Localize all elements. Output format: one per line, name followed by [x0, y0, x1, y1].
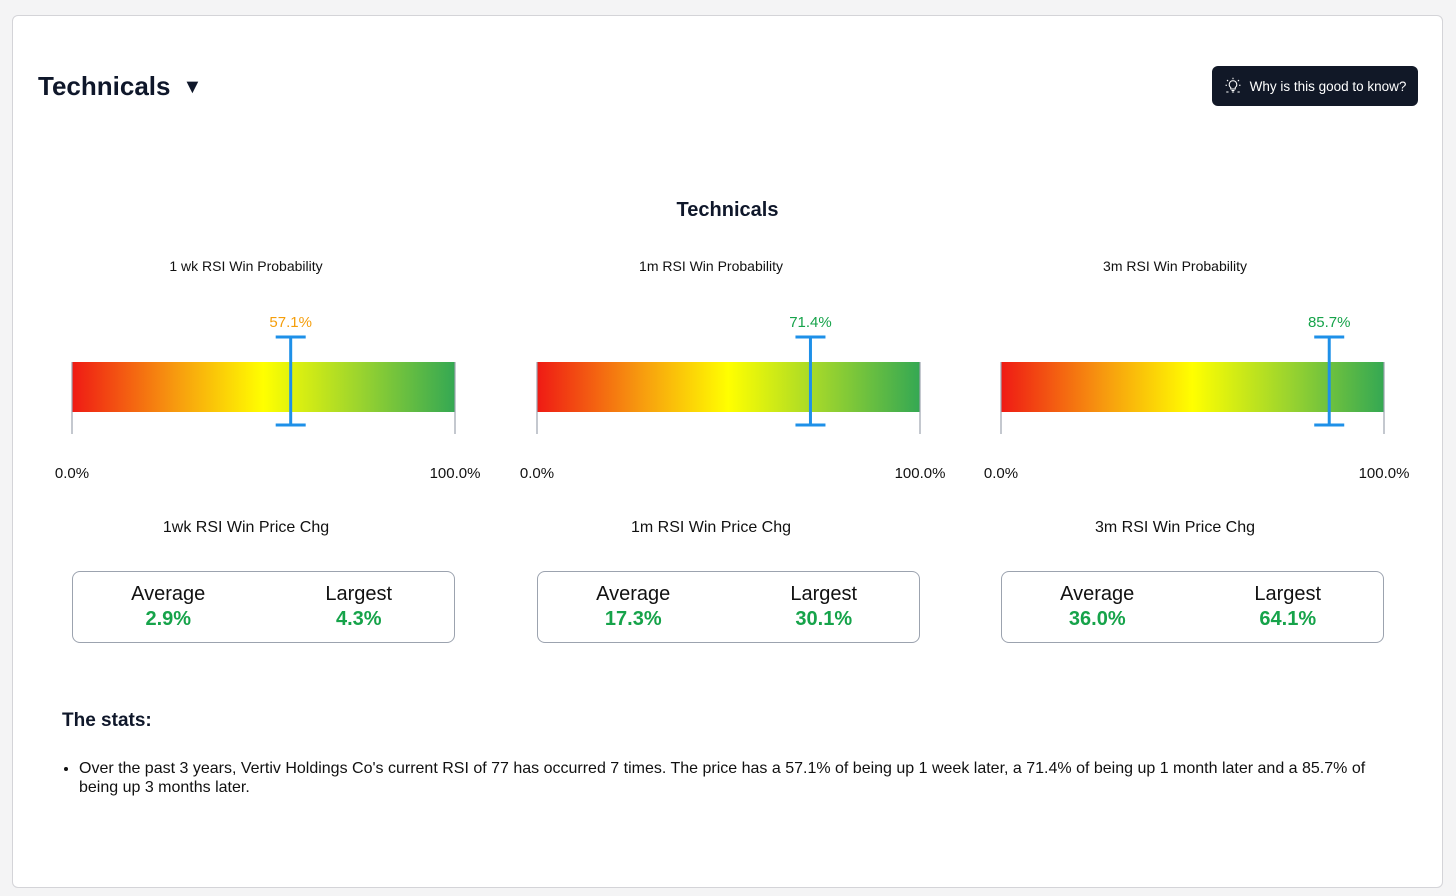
average-stat: Average 36.0% [1002, 572, 1193, 642]
average-value: 17.3% [604, 608, 662, 630]
caret-down-icon: ▼ [182, 75, 203, 98]
largest-label: Largest [790, 583, 858, 605]
largest-value: 30.1% [795, 608, 853, 630]
price-chg-box: Average 2.9% Largest 4.3% [72, 571, 455, 643]
stats-list: Over the past 3 years, Vertiv Holdings C… [79, 759, 1399, 797]
gauge-bar [1001, 362, 1384, 412]
average-label: Average [1060, 583, 1135, 605]
header-title: Technicals [38, 71, 171, 101]
stats-item: Over the past 3 years, Vertiv Holdings C… [79, 759, 1399, 797]
largest-stat: Largest 64.1% [1193, 572, 1384, 642]
average-stat: Average 17.3% [538, 572, 729, 642]
stats-heading: The stats: [62, 710, 152, 731]
largest-label: Largest [1254, 583, 1322, 605]
probability-gauge: 85.7% 0.0% 100.0% [984, 314, 1410, 482]
section-toggle[interactable]: Technicals ▼ [38, 71, 202, 102]
largest-stat: Largest 30.1% [729, 572, 920, 642]
average-label: Average [596, 583, 671, 605]
why-good-to-know-button[interactable]: Why is this good to know? [1212, 66, 1418, 106]
largest-value: 64.1% [1259, 608, 1317, 630]
gauge-column: 3m RSI Win Probability 85.7% 0.0% 100.0% 3m … [955, 16, 1410, 656]
gauge-value-label: 71.4% [789, 314, 832, 331]
gauge-min-label: 0.0% [55, 465, 89, 482]
gauge-axis [536, 362, 921, 434]
average-label: Average [131, 583, 206, 605]
average-stat: Average 2.9% [73, 572, 264, 642]
largest-value: 4.3% [335, 608, 382, 630]
gauge-title: 1m RSI Win Probability [639, 258, 783, 274]
gauge-min-label: 0.0% [520, 465, 554, 482]
why-button-label: Why is this good to know? [1249, 78, 1407, 94]
gauge-max-label: 100.0% [1359, 465, 1410, 482]
value-marker [795, 335, 826, 427]
gauge-column: 1 wk RSI Win Probability 57.1% 0.0% 100.0% 1… [26, 16, 481, 656]
gauge-title: 1 wk RSI Win Probability [169, 258, 323, 274]
section-title: Technicals [676, 199, 779, 221]
price-chg-box: Average 17.3% Largest 30.1% [537, 571, 920, 643]
gauge-value-label: 85.7% [1308, 314, 1351, 331]
price-chg-title: 3m RSI Win Price Chg [1094, 519, 1256, 536]
largest-stat: Largest 4.3% [264, 572, 455, 642]
probability-gauge: 71.4% 0.0% 100.0% [520, 314, 946, 482]
average-value: 36.0% [1068, 608, 1126, 630]
gauge-min-label: 0.0% [984, 465, 1018, 482]
technicals-card: Technicals ▼ Why is this good to know? T… [12, 15, 1443, 888]
price-chg-title: 1m RSI Win Price Chg [630, 519, 792, 536]
lightbulb-icon [1225, 77, 1241, 93]
gauge-column: 1m RSI Win Probability 71.4% 0.0% 100.0% 1m … [491, 16, 946, 656]
average-value: 2.9% [145, 608, 192, 630]
largest-label: Largest [325, 583, 393, 605]
gauge-axis [71, 362, 456, 434]
price-chg-box: Average 36.0% Largest 64.1% [1001, 571, 1384, 643]
value-marker [1314, 335, 1345, 427]
gauge-bar [537, 362, 920, 412]
gauge-bar [72, 362, 455, 412]
gauge-value-label: 57.1% [269, 314, 312, 331]
gauge-max-label: 100.0% [895, 465, 946, 482]
gauge-axis [1000, 362, 1385, 434]
gauge-max-label: 100.0% [430, 465, 481, 482]
gauge-title: 3m RSI Win Probability [1103, 258, 1247, 274]
value-marker [275, 335, 306, 427]
probability-gauge: 57.1% 0.0% 100.0% [55, 314, 481, 482]
price-chg-title: 1wk RSI Win Price Chg [162, 519, 330, 536]
